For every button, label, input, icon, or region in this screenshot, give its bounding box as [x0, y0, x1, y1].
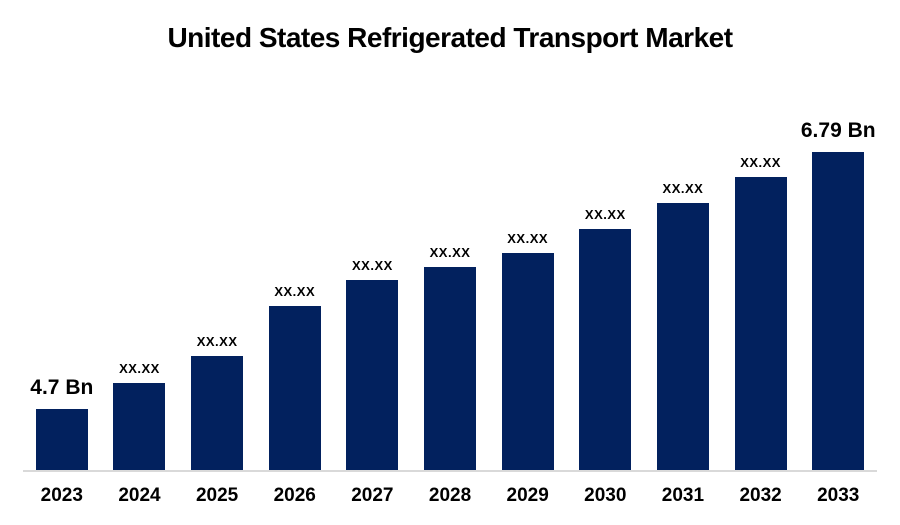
- x-axis-line: [23, 470, 877, 472]
- bar-group-2026: XX.XX: [256, 110, 334, 470]
- bar-value-label-2023: 4.7 Bn: [30, 376, 94, 399]
- bar-value-label-2031: XX.XX: [662, 181, 704, 196]
- bar-value-label-2025: XX.XX: [196, 334, 238, 349]
- bar-value-label-2024: XX.XX: [119, 361, 160, 376]
- x-axis-label-2025: 2025: [195, 485, 239, 506]
- bar-value-label-2026: XX.XX: [274, 284, 316, 299]
- x-axis-label-2027: 2027: [351, 485, 394, 506]
- bar-group-2024: XX.XX: [101, 110, 179, 470]
- bar-2033: [812, 152, 865, 470]
- plot-area: 4.7 Bn XX.XX XX.XX XX.XX XX.XX XX.XX XX.XX XX.X…: [23, 110, 877, 470]
- x-axis-labels: 2023 2024 2025 2026 2027 2028 2029 2030 2031 2032…: [23, 485, 877, 507]
- x-axis-label-2024: 2024: [118, 485, 161, 506]
- bar-value-label-2029: XX.XX: [507, 231, 549, 246]
- bar-value-label-2030: XX.XX: [584, 207, 626, 222]
- bar-2032: [734, 177, 787, 470]
- x-axis-label-2032: 2032: [739, 485, 782, 506]
- x-axis-label-2031: 2031: [661, 485, 705, 506]
- bar-2028: [424, 267, 477, 470]
- x-axis-label-2033: 2033: [817, 485, 860, 506]
- x-axis-label-2029: 2029: [506, 485, 549, 506]
- bar-group-2030: XX.XX: [566, 110, 644, 470]
- bar-value-label-2032: XX.XX: [740, 155, 781, 170]
- x-axis-label-2030: 2030: [584, 485, 627, 506]
- bar-group-2031: XX.XX: [644, 110, 722, 470]
- bar-value-label-2028: XX.XX: [429, 245, 471, 260]
- bar-group-2028: XX.XX: [411, 110, 489, 470]
- bar-2026: [268, 306, 321, 470]
- bar-2023: [35, 409, 88, 470]
- bar-group-2029: XX.XX: [489, 110, 567, 470]
- bar-group-2032: XX.XX: [722, 110, 800, 470]
- bar-group-2025: XX.XX: [178, 110, 256, 470]
- x-axis-label-2026: 2026: [273, 485, 316, 506]
- bar-value-label-2027: XX.XX: [351, 258, 393, 273]
- bar-2030: [579, 229, 632, 470]
- bar-value-label-2033: 6.79 Bn: [800, 119, 876, 142]
- chart-title: United States Refrigerated Transport Mar…: [167, 22, 733, 53]
- bar-group-2023: 4.7 Bn: [23, 110, 101, 470]
- bar-2031: [656, 203, 709, 470]
- x-axis-label-2023: 2023: [40, 485, 83, 506]
- bar-2029: [501, 253, 554, 470]
- bar-group-2033: 6.79 Bn: [799, 110, 877, 470]
- x-axis-label-2028: 2028: [428, 485, 472, 506]
- bar-2025: [191, 356, 244, 470]
- bar-2027: [346, 280, 399, 470]
- bar-group-2027: XX.XX: [334, 110, 412, 470]
- bar-2024: [113, 383, 166, 470]
